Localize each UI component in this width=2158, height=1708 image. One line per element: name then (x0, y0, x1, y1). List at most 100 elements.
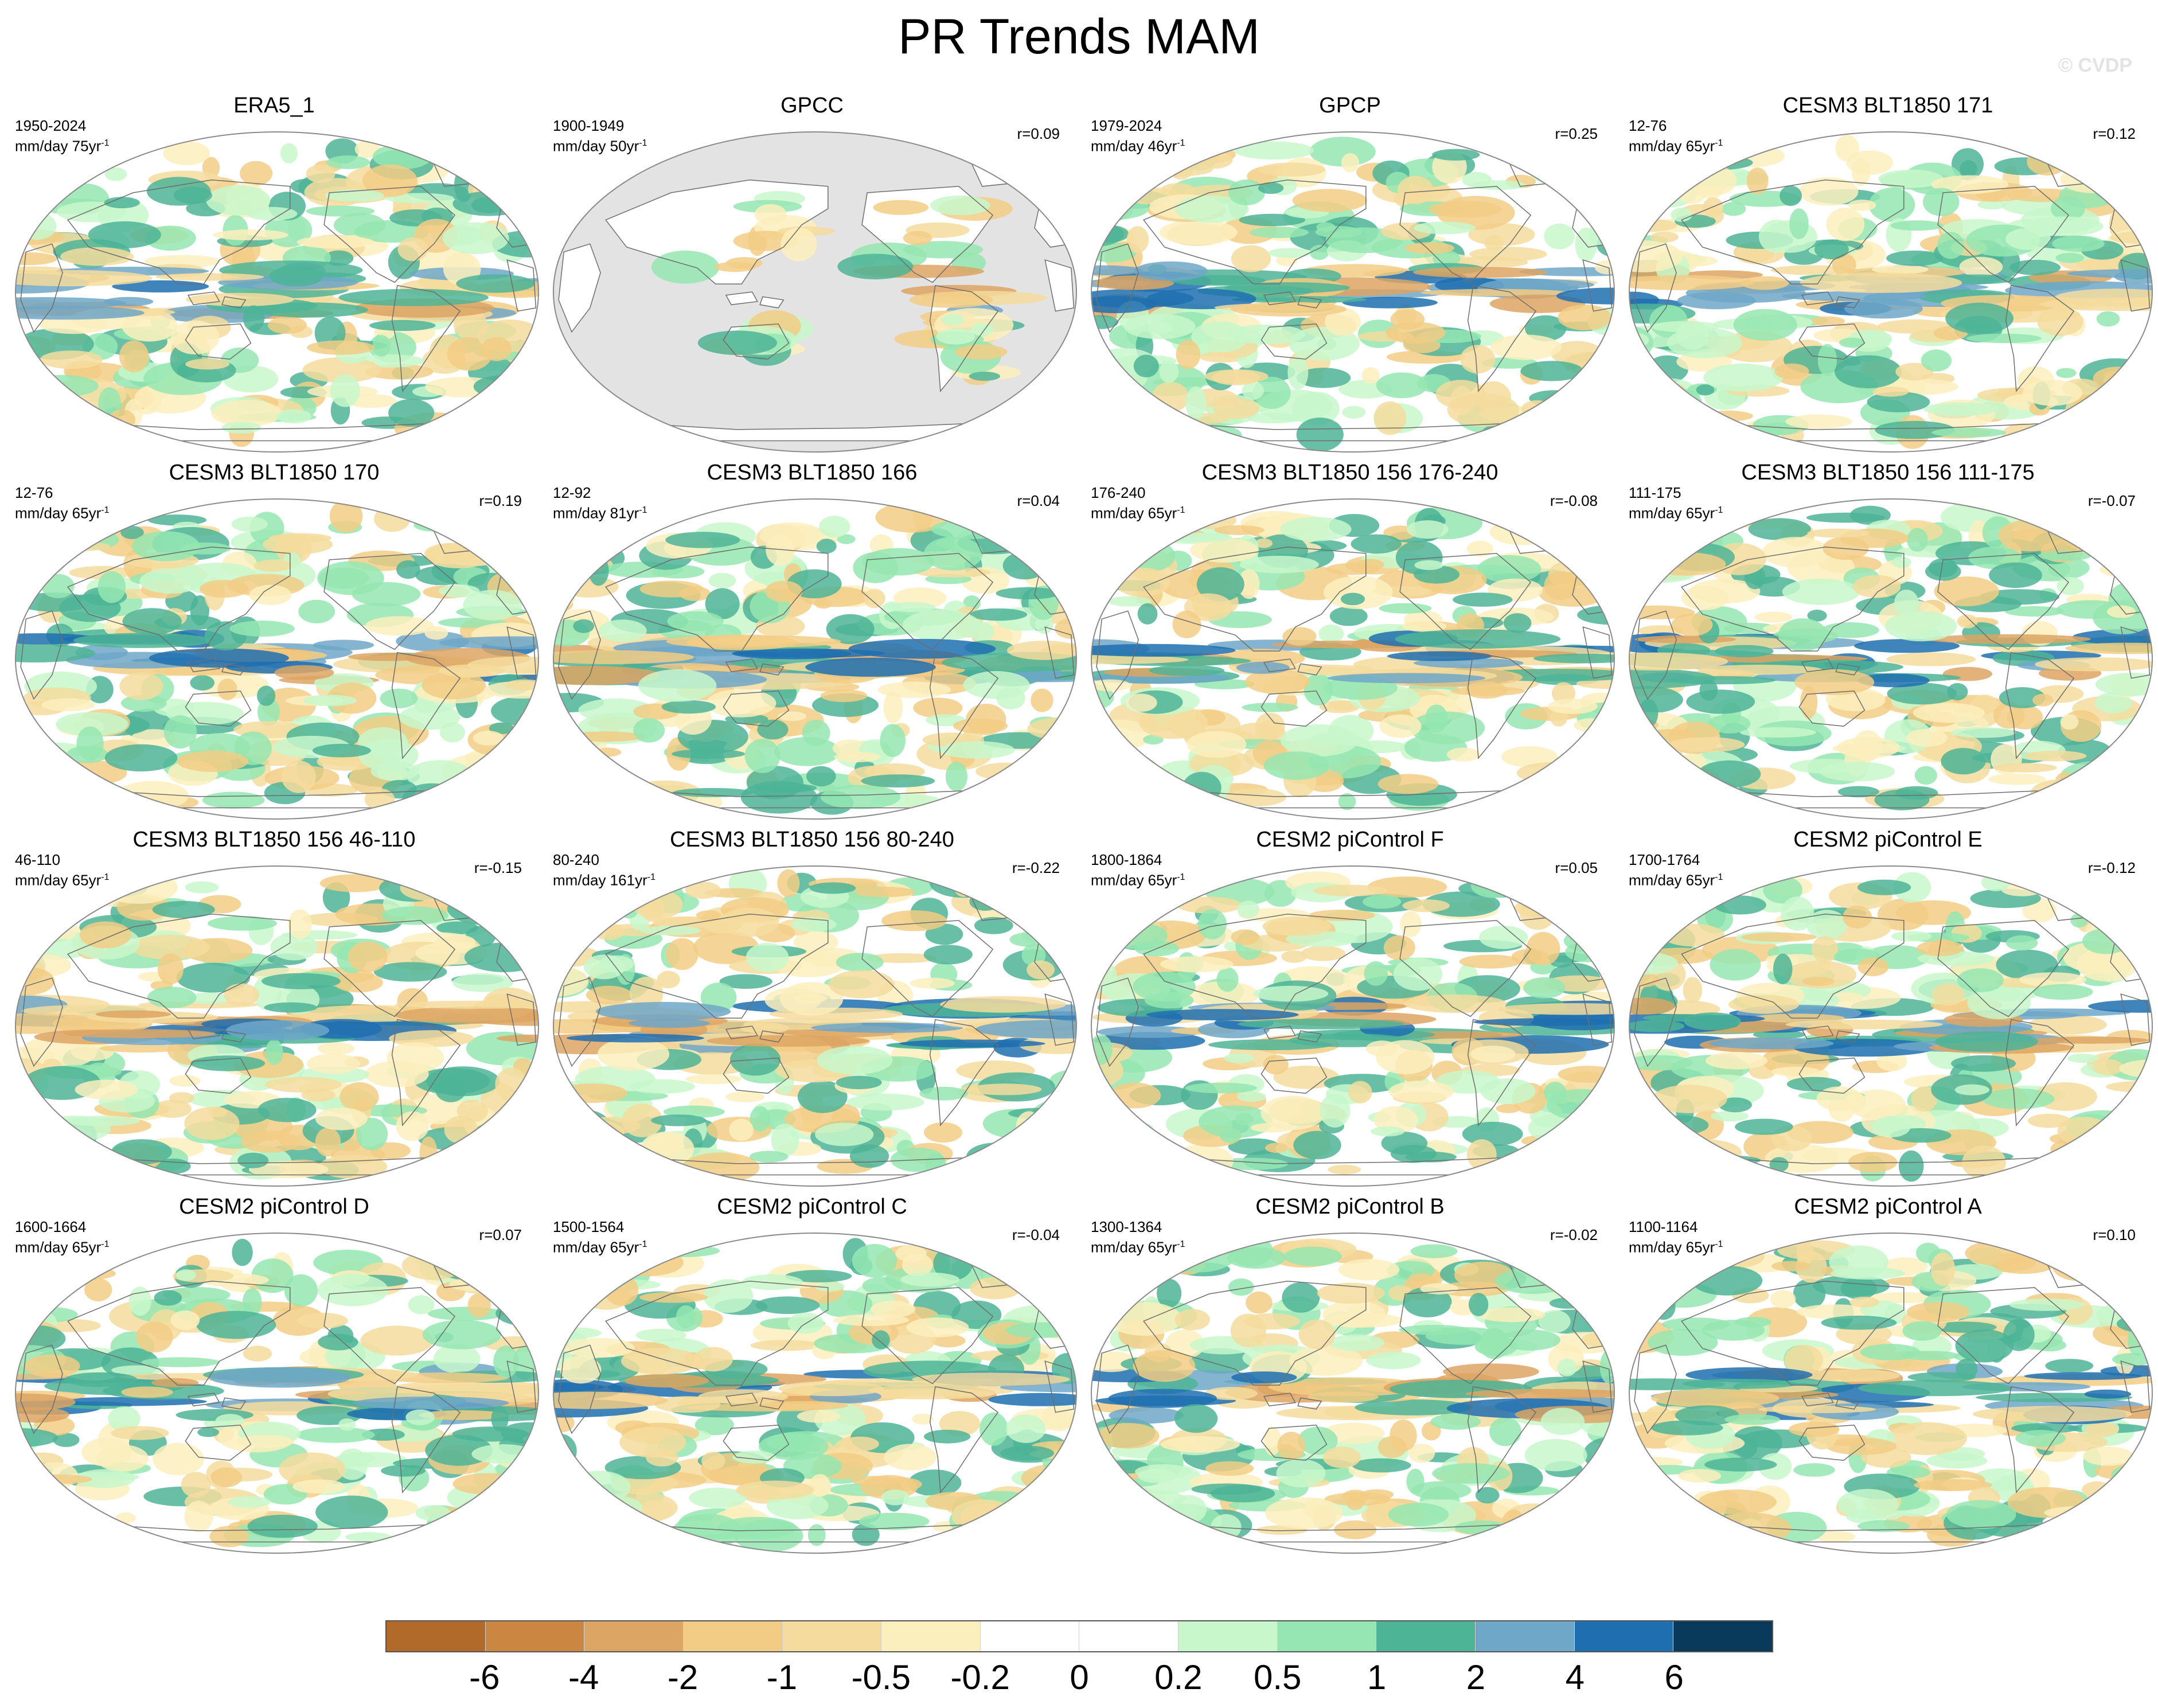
trend-contour (1705, 1052, 1768, 1070)
trend-contour (493, 1499, 538, 1512)
map-panel: CESM2 piControl C 1500-1564 mm/day 65yr-1 r… (543, 1194, 1082, 1561)
coastline (861, 920, 994, 1017)
trend-contour (1988, 773, 2046, 785)
trend-contour (672, 749, 746, 759)
trend-contour (1096, 1141, 1162, 1156)
trend-contour (1686, 689, 1755, 714)
trend-contour (217, 678, 237, 700)
trend-contour (1906, 1301, 1970, 1322)
trend-contour (1844, 298, 1923, 319)
trend-contour (1651, 1389, 1780, 1408)
panel-units: mm/day 65yr-1 (15, 1238, 110, 1256)
trend-contour (2048, 146, 2121, 173)
trend-contour (1060, 1133, 1076, 1156)
trend-contour (1704, 1457, 1777, 1472)
trend-contour (147, 986, 197, 1008)
panel-title: CESM2 piControl C (717, 1195, 907, 1219)
trend-contour (396, 631, 470, 652)
trend-contour (2111, 1465, 2152, 1485)
trend-contour (924, 1429, 971, 1444)
trend-contour (1134, 1235, 1198, 1268)
map-panel: CESM2 piControl A 1100-1164 mm/day 65yr-1 r… (1618, 1194, 2157, 1561)
trend-contour (607, 1530, 656, 1541)
trend-contour (1169, 1495, 1207, 1524)
trend-contour (1228, 1278, 1254, 1296)
trend-contour (1754, 611, 1793, 623)
panel-pattern-correlation: r=0.12 (2093, 125, 2136, 142)
trend-contour (1289, 1345, 1363, 1376)
trend-contour (1514, 897, 1581, 919)
panel-title: CESM2 piControl F (1256, 828, 1444, 852)
trend-contour (1930, 1252, 1956, 1286)
trend-contour (1914, 1479, 1993, 1491)
trend-contour (422, 1320, 502, 1350)
trend-contour (1261, 1095, 1325, 1130)
trend-contour (1582, 1160, 1614, 1175)
trend-contour (558, 876, 609, 896)
trend-contour (112, 280, 209, 293)
global-map (1629, 865, 2153, 1187)
trend-contour (95, 1010, 171, 1019)
trend-contour (1000, 1445, 1055, 1461)
trend-contour (1533, 653, 1614, 664)
trend-contour (365, 616, 434, 636)
trend-contour (1629, 150, 1702, 179)
trend-contour (1234, 141, 1314, 160)
trend-contour (1176, 340, 1201, 369)
trend-contour (1437, 196, 1515, 230)
coastline (1467, 1019, 1537, 1126)
trend-contour (2055, 253, 2085, 263)
trend-contour (971, 1154, 1006, 1180)
colorbar-tick-label: 0.5 (1253, 1658, 1302, 1697)
trend-contour (1778, 618, 1828, 652)
trend-contour (190, 1055, 266, 1071)
trend-contour (430, 783, 461, 814)
map-panel: CESM3 BLT1850 170 12-76 mm/day 65yr-1 r=0.1… (5, 460, 544, 827)
trend-contour (1422, 891, 1500, 917)
trend-contour (1821, 622, 1879, 638)
colorbar-bin (1079, 1621, 1179, 1651)
trend-contour (306, 1054, 360, 1074)
coastline (185, 1058, 252, 1094)
trend-contour (1388, 1503, 1449, 1527)
trend-contour (1255, 539, 1273, 548)
trend-contour (829, 970, 895, 999)
trend-contour (2060, 761, 2130, 791)
trend-contour (749, 1151, 789, 1163)
colorbar-bin (1178, 1621, 1278, 1651)
trend-contour (553, 1130, 598, 1147)
trend-contour (15, 644, 95, 662)
trend-contour (1661, 923, 1725, 947)
trend-contour (496, 785, 538, 803)
trend-contour (883, 691, 903, 724)
trend-contour (1691, 1265, 1763, 1296)
map-border (1091, 1233, 1615, 1554)
trend-contour (1629, 1378, 1726, 1390)
trend-contour (2051, 1250, 2108, 1281)
trend-contour (871, 1300, 916, 1318)
panel-units: mm/day 65yr-1 (553, 1238, 647, 1256)
trend-contour (1242, 703, 1298, 712)
panel-year-range: 1800-1864 (1091, 851, 1162, 868)
trend-contour (2067, 268, 2152, 278)
trend-contour (1650, 1261, 1712, 1282)
coastline (605, 179, 829, 284)
trend-contour (442, 222, 509, 255)
trend-contour (306, 165, 335, 184)
trend-contour (84, 1278, 112, 1301)
trend-contour (1565, 941, 1610, 962)
coastline (185, 1425, 252, 1461)
trend-contour (923, 945, 973, 965)
trend-contour (2112, 1352, 2152, 1366)
trend-contour (75, 1469, 135, 1488)
trend-contour (1340, 592, 1365, 606)
trend-contour (1420, 1283, 1459, 1294)
colorbar (385, 1620, 1773, 1652)
trend-contour (1807, 610, 1827, 622)
trend-contour (969, 1277, 1021, 1300)
coastline (1835, 1030, 1860, 1043)
trend-contour (1228, 180, 1265, 205)
trend-contour (969, 892, 1002, 911)
trend-contour (578, 880, 652, 894)
trend-contour (1015, 1253, 1076, 1272)
